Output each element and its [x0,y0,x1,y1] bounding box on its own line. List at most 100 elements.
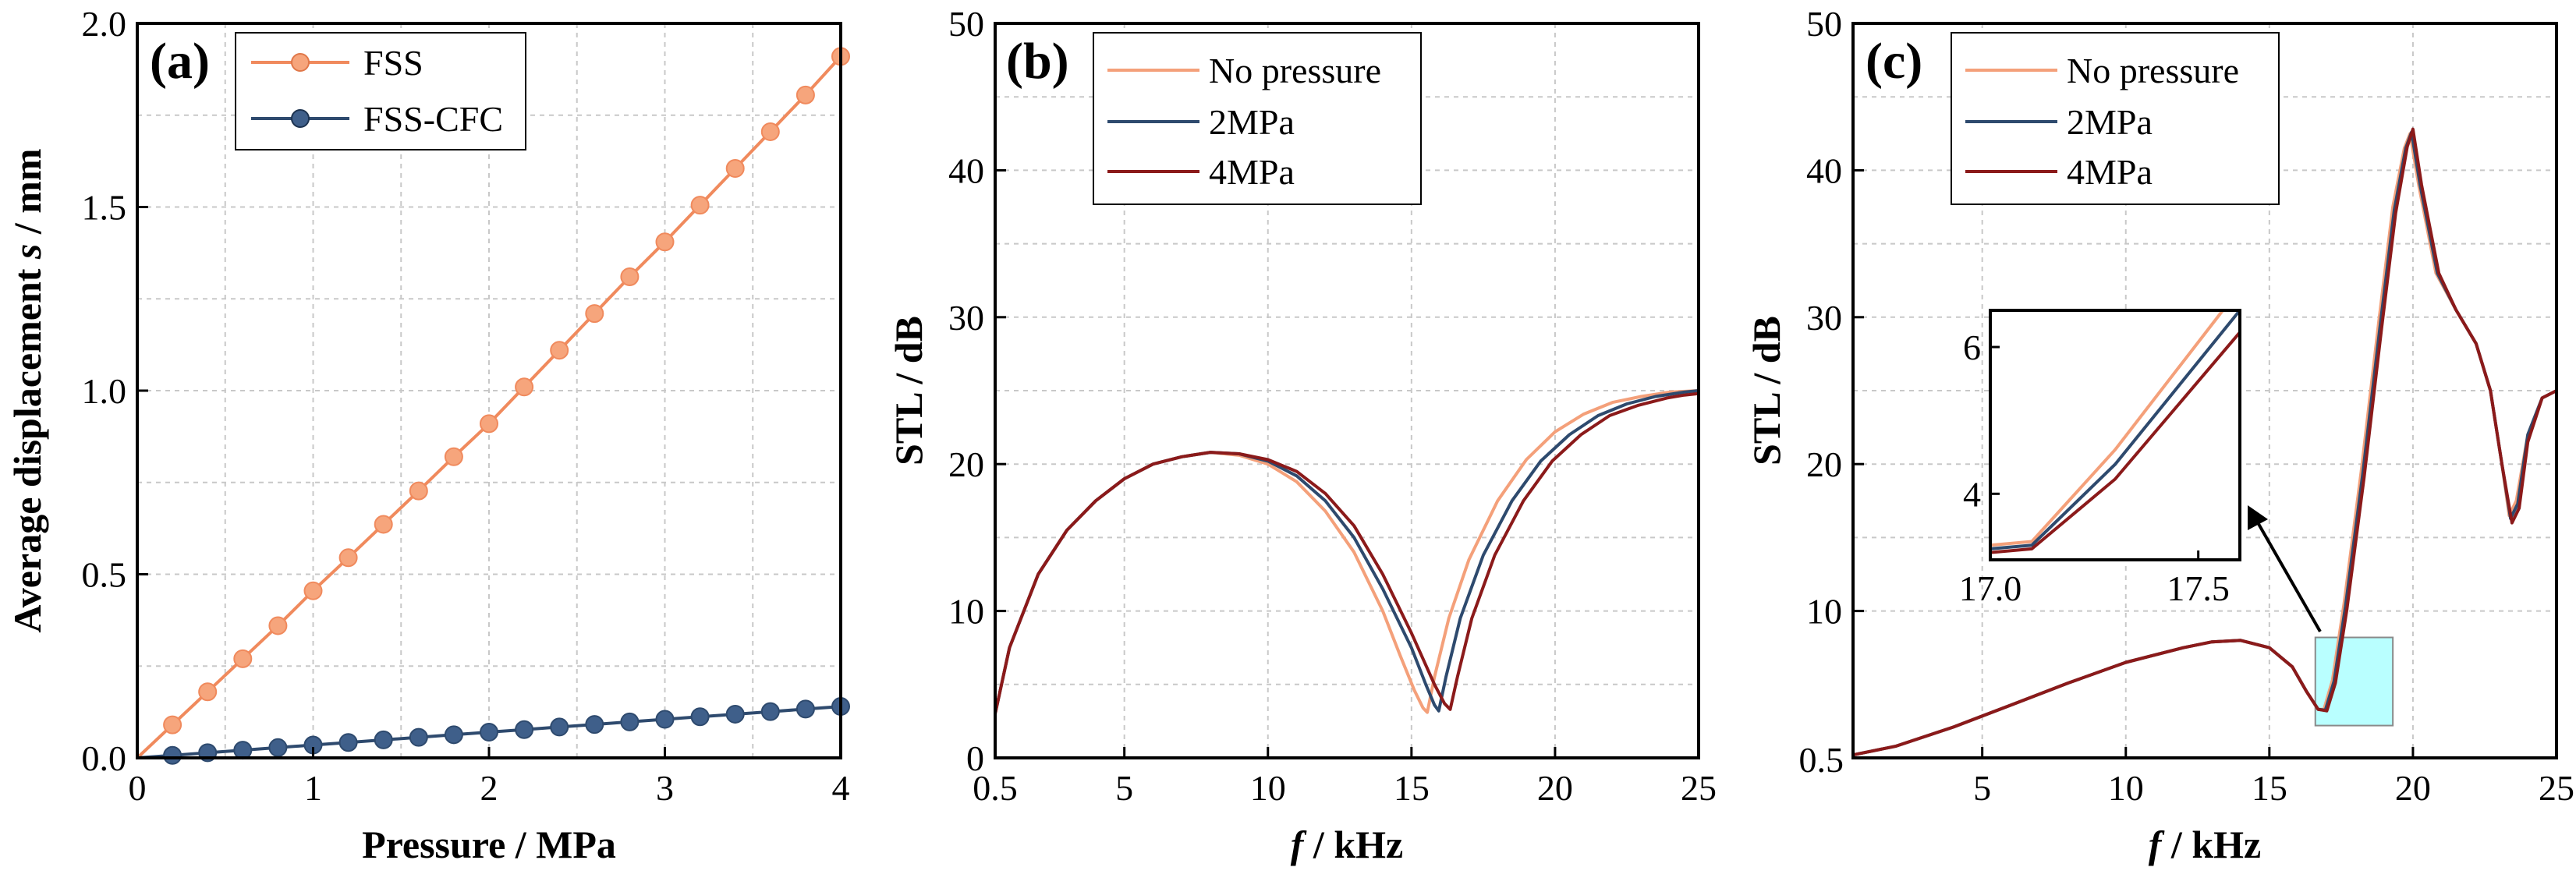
series-fss-point-15 [655,232,675,252]
inset-series-no-pressure [1990,309,2224,547]
a-xtick-label-1: 1 [304,768,322,808]
panel-c-series-4mpa [1851,127,2558,757]
panel-c-ytick-bottom-label: 0.5 [1799,740,1844,780]
a-ytick-label-1: 0.5 [82,555,127,595]
panel-c-inset: 17.0 17.5 4 6 [1959,309,2241,608]
series-fss-point-9 [444,447,463,466]
inset-frame [1989,309,2241,561]
panel-a-ticks: 0 1 2 3 4 0.0 0.5 1.0 1.5 2.0 [82,4,850,808]
series-fss-point-12 [550,341,569,360]
series-fss-point-6 [338,548,358,568]
panel-b-series [994,389,1700,716]
a-ytick-label-0: 0.0 [82,738,127,778]
inset-ytick-label-1: 6 [1963,327,1981,367]
b-xtick-label-2: 10 [1250,768,1286,808]
panel-c-chart: 5 10 15 20 25 10 20 30 40 50 (c) f / kHz STL / dB… [1745,4,2574,866]
panel-b-tag: (b) [1006,33,1069,90]
a-xtick-label-3: 3 [656,768,674,808]
series-fss-cfc-point-8 [409,727,428,747]
inset-background [1990,310,2240,560]
b-xtick-label-5: 25 [1681,768,1717,808]
a-ytick-label-2: 1.0 [82,371,127,411]
b-ytick-label-0: 0 [966,738,984,778]
c-xtick-label-4: 25 [2539,768,2574,808]
legend-c-2mpa-label: 2MPa [2067,102,2153,142]
series-fss-cfc-point-13 [585,715,604,734]
series-fss-cfc-point-4 [268,738,288,757]
series-fss-point-19 [795,85,815,104]
inset-xtick-label-0: 17.0 [1959,568,2022,608]
panel-b-ticks: 0.5 5 10 15 20 25 0 10 20 30 40 50 [948,4,1717,808]
a-ytick-label-4: 2.0 [82,4,127,44]
b-ytick-label-3: 30 [948,298,984,338]
panel-a-tag: (a) [150,33,210,90]
series-fss-point-8 [409,481,428,501]
b-xtick-label-1: 5 [1115,768,1133,808]
series-fss-cfc-point-10 [480,723,498,742]
c-xtick-label-1: 10 [2108,768,2144,808]
panel-b-series-2mpa [994,389,1700,716]
series-fss-point-16 [690,196,710,215]
a-xtick-label-4: 4 [832,768,850,808]
legend-b-4mpa-label: 4MPa [1209,152,1295,192]
panel-a-ylabel: Average displacement s / mm [5,148,49,632]
series-fss-cfc-point-15 [655,710,675,729]
b-xtick-label-3: 15 [1394,768,1430,808]
panel-a-series [136,47,850,765]
legend-b-no-pressure-label: No pressure [1209,51,1381,90]
series-fss-cfc-point-12 [550,717,569,737]
c-xtick-label-0: 5 [1973,768,1991,808]
series-fss-cfc-point-7 [374,730,393,749]
b-ytick-label-5: 50 [948,4,984,44]
panel-c-legend-box [1951,32,2280,205]
legend-b-2mpa-label: 2MPa [1209,102,1295,142]
c-ytick-label-0: 10 [1806,592,1842,632]
series-fss-cfc-point-14 [620,712,640,731]
series-fss-cfc-point-6 [338,733,358,752]
series-fss-cfc-point-3 [233,741,253,760]
panel-b-series-4mpa [994,391,1700,716]
legend-c-4mpa-label: 4MPa [2067,152,2153,192]
panel-b-legend-box [1093,32,1422,205]
a-xtick-label-2: 2 [480,768,498,808]
panel-a-chart: 0 1 2 3 40.00.51.01.52.0 (a) Pressure / MPa … [5,4,850,866]
inset-arrow [2248,505,2322,632]
series-fss-point-13 [585,304,604,324]
b-ytick-label-4: 40 [948,150,984,190]
legend-fss-cfc-label: FSS-CFC [363,99,503,139]
panel-c-frame [1851,22,2558,759]
panel-b-ylabel: STL / dB [887,316,930,465]
c-ytick-label-1: 20 [1806,444,1842,484]
inset-ytick-label-0: 4 [1963,474,1981,514]
inset-arrow-head [2248,505,2268,530]
series-fss-cfc-point-1 [163,745,182,765]
series-fss-cfc-point-17 [725,704,745,724]
b-xtick-label-4: 20 [1537,768,1573,808]
a-xtick-label-0: 0 [129,768,147,808]
series-fss-cfc-point-18 [760,702,780,721]
c-ytick-label-4: 50 [1806,4,1842,44]
a-ytick-label-3: 1.5 [82,188,127,228]
legend-fss-label: FSS [363,43,423,83]
panel-a-legend: FSS FSS-CFC [235,32,526,150]
series-fss-point-3 [233,649,253,668]
c-xtick-label-3: 20 [2395,768,2431,808]
panel-b-legend: No pressure 2MPa 4MPa [1093,32,1422,205]
panel-a-legend-box [235,32,526,150]
series-fss-point-7 [374,515,393,534]
panel-a-xlabel: Pressure / MPa [362,823,616,866]
panel-b-frame [994,22,1700,759]
series-fss-point-1 [163,715,182,734]
inset-series-2mpa [1990,309,2241,550]
series-fss-point-18 [760,122,780,141]
series-fss-point-14 [620,267,640,286]
legend-c-no-pressure-label: No pressure [2067,51,2239,90]
panel-b-xlabel: f / kHz [1291,823,1403,866]
b-ytick-label-2: 20 [948,444,984,484]
inset-series [1990,309,2241,554]
panel-b-series-no-pressure [994,389,1700,716]
series-fss-point-5 [303,581,323,600]
inset-xtick-label-1: 17.5 [2167,568,2230,608]
series-fss-cfc-point-11 [515,720,534,739]
